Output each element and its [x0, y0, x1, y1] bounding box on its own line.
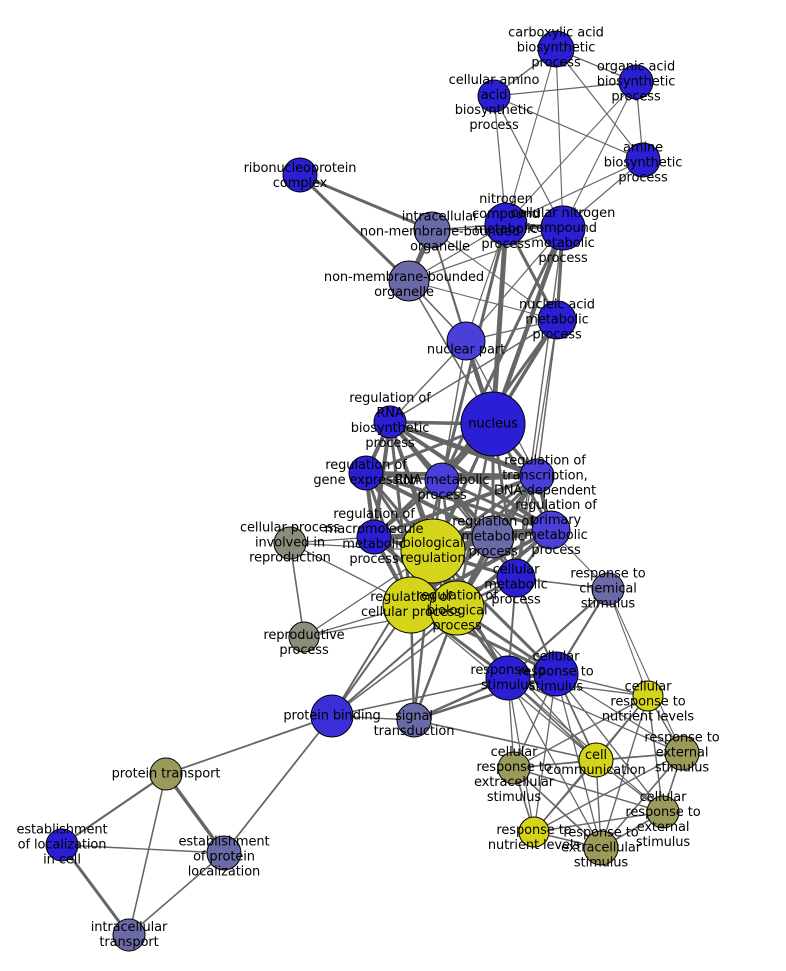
graph-node[interactable]: [664, 735, 700, 771]
graph-node[interactable]: [533, 651, 579, 697]
graph-edge: [507, 677, 683, 754]
graph-edge: [533, 752, 683, 833]
graph-edge: [555, 673, 602, 849]
graph-edge: [60, 843, 131, 937]
graph-edge: [408, 280, 558, 321]
graph-edge: [61, 844, 225, 854]
graph-edge: [128, 773, 167, 936]
graph-node[interactable]: [537, 30, 575, 68]
graph-node[interactable]: [310, 694, 354, 738]
graph-edge: [505, 159, 644, 225]
graph-edge: [465, 227, 564, 342]
graph-edge: [128, 852, 225, 936]
graph-edge: [515, 227, 564, 579]
graph-node[interactable]: [396, 702, 432, 738]
graph-node[interactable]: [388, 260, 430, 302]
graph-node[interactable]: [446, 321, 486, 361]
graph-edge: [493, 95, 644, 161]
graph-edge: [389, 319, 558, 423]
graph-edge: [600, 695, 649, 849]
graph-node[interactable]: [484, 202, 528, 246]
graph-node[interactable]: [348, 455, 384, 491]
graph-edge: [298, 173, 434, 232]
graph-node[interactable]: [273, 526, 307, 560]
graph-node[interactable]: [632, 680, 664, 712]
graph-edge: [507, 677, 664, 813]
graph-edge: [507, 677, 602, 849]
graph-edge: [331, 677, 509, 717]
graph-node[interactable]: [356, 519, 392, 555]
graph-node[interactable]: [531, 510, 571, 550]
graph-node[interactable]: [282, 157, 318, 193]
graph-edge: [413, 719, 597, 761]
graph-node[interactable]: [625, 142, 661, 178]
graph-node[interactable]: [413, 211, 451, 249]
graph-node[interactable]: [578, 742, 614, 778]
graph-node[interactable]: [424, 462, 460, 498]
graph-node[interactable]: [496, 558, 536, 598]
graph-node[interactable]: [646, 795, 680, 829]
graph-node[interactable]: [471, 515, 515, 559]
graph-edge: [493, 81, 637, 97]
graph-node[interactable]: [519, 458, 555, 494]
graph-edge: [600, 752, 683, 849]
graph-node[interactable]: [537, 300, 577, 340]
graph-node[interactable]: [485, 655, 531, 701]
graph-node[interactable]: [518, 816, 550, 848]
graph-edge: [364, 471, 495, 539]
graph-edge: [387, 419, 540, 479]
graph-edge: [533, 811, 664, 833]
graph-edge: [331, 577, 517, 717]
graph-edge: [607, 588, 683, 754]
graph-edge: [431, 229, 558, 321]
graph-node[interactable]: [477, 79, 511, 113]
edges-group: [60, 48, 683, 937]
graph-node[interactable]: [206, 835, 242, 871]
graph-edge: [555, 673, 683, 754]
graph-edge: [493, 95, 564, 229]
graph-edge: [490, 221, 509, 427]
graph-edge: [505, 81, 637, 225]
graph-node[interactable]: [45, 828, 79, 862]
graph-node[interactable]: [497, 751, 531, 785]
graph-edge: [533, 673, 557, 833]
graph-node[interactable]: [149, 757, 183, 791]
graph-edge: [441, 340, 467, 481]
graph-edge: [331, 607, 458, 717]
graph-edge: [513, 767, 602, 849]
graph-edge: [60, 772, 168, 847]
graph-edge: [412, 672, 558, 722]
graph-node[interactable]: [429, 580, 485, 636]
graph-node[interactable]: [288, 621, 320, 653]
graph-edge: [513, 767, 664, 813]
graph-edge: [555, 48, 564, 229]
graph-edge: [562, 81, 637, 229]
graph-node[interactable]: [400, 518, 466, 584]
graph-node[interactable]: [618, 64, 654, 100]
graph-edge: [536, 319, 558, 477]
graph-node[interactable]: [112, 918, 146, 952]
graph-edge: [440, 478, 553, 532]
graph-edge: [607, 588, 649, 697]
graph-edge: [513, 695, 649, 769]
graph-node[interactable]: [540, 205, 586, 251]
graph-node[interactable]: [373, 405, 407, 439]
graph-edge: [371, 527, 554, 540]
graph-edge: [298, 173, 411, 283]
graph-edge: [223, 715, 333, 854]
nodes-group: [45, 30, 700, 952]
graph-node[interactable]: [591, 572, 625, 606]
graph-edge: [165, 715, 333, 775]
graph-edge: [555, 48, 644, 161]
graph-edge: [408, 227, 564, 282]
graph-node[interactable]: [583, 830, 619, 866]
graph-edge: [647, 695, 664, 813]
graph-edge: [505, 48, 557, 225]
graph-node[interactable]: [460, 391, 526, 457]
